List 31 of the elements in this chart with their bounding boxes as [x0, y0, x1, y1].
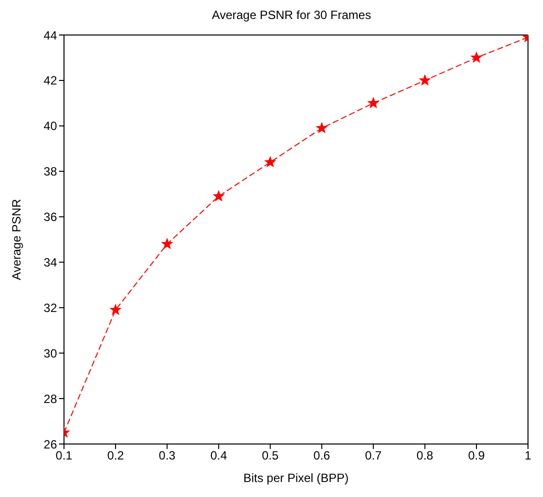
point: [368, 97, 379, 108]
y-tick-label: 44: [44, 28, 58, 42]
point: [470, 52, 482, 62]
y-tick-label: 32: [44, 300, 58, 315]
x-tick-label: 0.5: [262, 448, 279, 463]
x-tick-label: 0.8: [416, 448, 434, 463]
x-tick-label: 0.4: [210, 448, 228, 463]
x-axis-title: Bits per Pixel (BPP): [243, 471, 349, 485]
point: [419, 74, 430, 86]
y-tick-label: 38: [44, 164, 58, 179]
y-tick-label: 26: [44, 437, 58, 452]
y-tick-label: 40: [44, 119, 58, 134]
point: [162, 238, 173, 249]
y-tick-label: 34: [44, 255, 58, 270]
x-tick-label: 0.6: [313, 448, 330, 463]
y-tick-label: 30: [44, 346, 58, 360]
y-tick-label: 42: [44, 74, 58, 88]
x-tick-label: 0.3: [158, 448, 176, 463]
x-tick-label: 0.2: [107, 448, 124, 463]
point: [264, 156, 276, 167]
point: [316, 122, 328, 133]
point: [110, 304, 122, 315]
x-tick-label: 0.1: [56, 448, 73, 463]
y-tick-label: 28: [44, 392, 58, 406]
y-tick-label: 36: [44, 210, 58, 224]
x-tick-label: 0.7: [364, 448, 382, 463]
x-tick-label: 0.9: [468, 448, 486, 463]
x-tick-label: 1: [524, 448, 532, 463]
chart-title: Average PSNR for 30 Frames: [210, 8, 372, 24]
point: [213, 190, 224, 202]
y-axis-title: Average PSNR: [9, 198, 24, 280]
